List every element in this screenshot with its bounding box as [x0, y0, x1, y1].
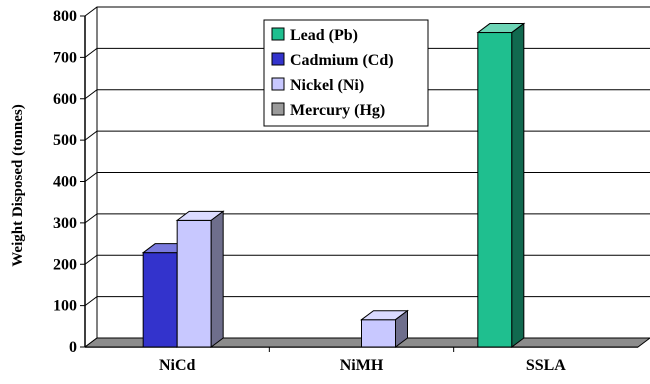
y-tick-label: 600 — [53, 91, 77, 108]
bars — [141, 22, 526, 349]
y-tick-label: 400 — [53, 174, 77, 191]
y-axis-label: Weight Disposed (tonnes) — [10, 104, 26, 267]
x-tick-label: NiMH — [340, 357, 384, 374]
legend-swatch — [271, 102, 285, 116]
gridline — [84, 172, 650, 182]
legend-item: Lead (Pb) — [271, 27, 358, 44]
legend-label: Mercury (Hg) — [290, 102, 385, 119]
x-tick-label: NiCd — [159, 357, 196, 374]
bar-nickel-ni-nimh — [360, 309, 409, 348]
legend-label: Cadmium (Cd) — [290, 52, 394, 69]
legend-item: Mercury (Hg) — [271, 102, 385, 119]
y-tick-label: 200 — [53, 256, 77, 273]
legend-item: Cadmium (Cd) — [271, 52, 394, 69]
x-tick-label: SSLA — [526, 357, 566, 374]
y-tick-label: 100 — [53, 298, 77, 315]
gridline — [84, 130, 650, 141]
y-tick-label: 500 — [53, 132, 77, 149]
legend-swatch — [271, 27, 285, 41]
legend-label: Nickel (Ni) — [290, 77, 364, 94]
legend-label: Lead (Pb) — [290, 27, 358, 44]
legend: Lead (Pb) Cadmium (Cd) Nickel (Ni) Mercury … — [263, 19, 429, 127]
legend-item: Nickel (Ni) — [271, 77, 364, 94]
legend-box — [263, 19, 429, 127]
y-tick-label: 800 — [53, 8, 77, 25]
legend-swatch — [271, 77, 285, 91]
gridline — [84, 6, 650, 17]
gridline — [84, 213, 650, 224]
legend-swatch — [271, 52, 285, 66]
y-tick-label: 700 — [53, 49, 77, 66]
y-tick-label: 300 — [53, 215, 77, 232]
y-tick-label: 0 — [69, 339, 77, 356]
bar-nickel-ni-nicd — [175, 210, 225, 348]
bar-lead-pb-ssla — [476, 22, 526, 349]
tick-labels: 0 100 200 300 400 500 600 700 800 NiCd NiMH SSLA — [53, 8, 566, 374]
